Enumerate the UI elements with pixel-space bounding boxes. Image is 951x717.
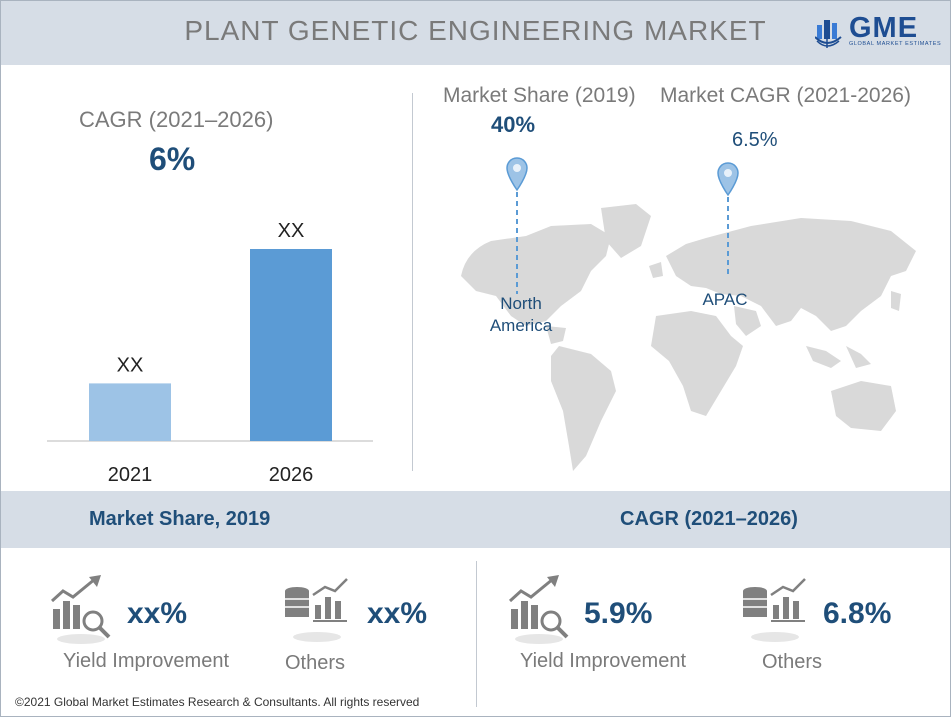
tick-label-2021: 2021	[108, 464, 153, 486]
market-cagr-label: Market CAGR (2021-2026)	[660, 84, 911, 107]
vertical-divider	[412, 93, 413, 471]
logo-subtitle: GLOBAL MARKET ESTIMATES	[849, 41, 942, 47]
map-pin-icon	[717, 162, 739, 277]
cagr-label: CAGR (2021–2026)	[79, 107, 274, 132]
market-share-label: Market Share (2019)	[443, 84, 636, 107]
share-yield-value: xx%	[127, 597, 188, 630]
market-cagr-value: 6.5%	[732, 129, 778, 151]
logo-text: GME	[849, 12, 919, 44]
tick-label-2026: 2026	[269, 464, 314, 486]
map-pin-icon	[506, 157, 528, 294]
bottom-divider	[476, 561, 477, 707]
share-others-label: Others	[285, 652, 346, 674]
market-share-section-title: Market Share, 2019	[89, 508, 271, 530]
share-others-value: xx%	[367, 597, 428, 630]
data-label-2021: XX	[117, 354, 144, 376]
region-north-america: North America	[489, 294, 553, 335]
cagr-others-label: Others	[762, 651, 823, 673]
page-title: PLANT GENETIC ENGINEERING MARKET	[184, 15, 767, 46]
share-yield-label: Yield Improvement	[63, 650, 229, 672]
section-header-band	[1, 491, 950, 548]
coin-stack-chart-icon	[743, 578, 806, 642]
bar-chart: XX 2021 XX 2026	[47, 220, 373, 486]
coin-stack-chart-icon	[285, 578, 348, 642]
cagr-value: 6%	[149, 141, 196, 177]
bar-2026	[250, 249, 332, 441]
cagr-others-value: 6.8%	[823, 597, 892, 630]
header-band: PLANT GENETIC ENGINEERING MARKET GME GLO…	[1, 1, 950, 65]
bar-2021	[89, 383, 171, 441]
market-share-value: 40%	[491, 112, 536, 137]
cagr-yield-label: Yield Improvement	[520, 650, 686, 672]
data-label-2026: XX	[278, 220, 305, 242]
cagr-section-title: CAGR (2021–2026)	[620, 508, 798, 530]
growth-chart-magnifier-icon	[50, 575, 111, 644]
region-apac: APAC	[702, 290, 748, 309]
footer-copyright: ©2021 Global Market Estimates Research &…	[15, 695, 420, 709]
globe-building-icon	[815, 20, 842, 48]
growth-chart-magnifier-icon	[508, 575, 569, 644]
cagr-yield-value: 5.9%	[584, 597, 653, 630]
